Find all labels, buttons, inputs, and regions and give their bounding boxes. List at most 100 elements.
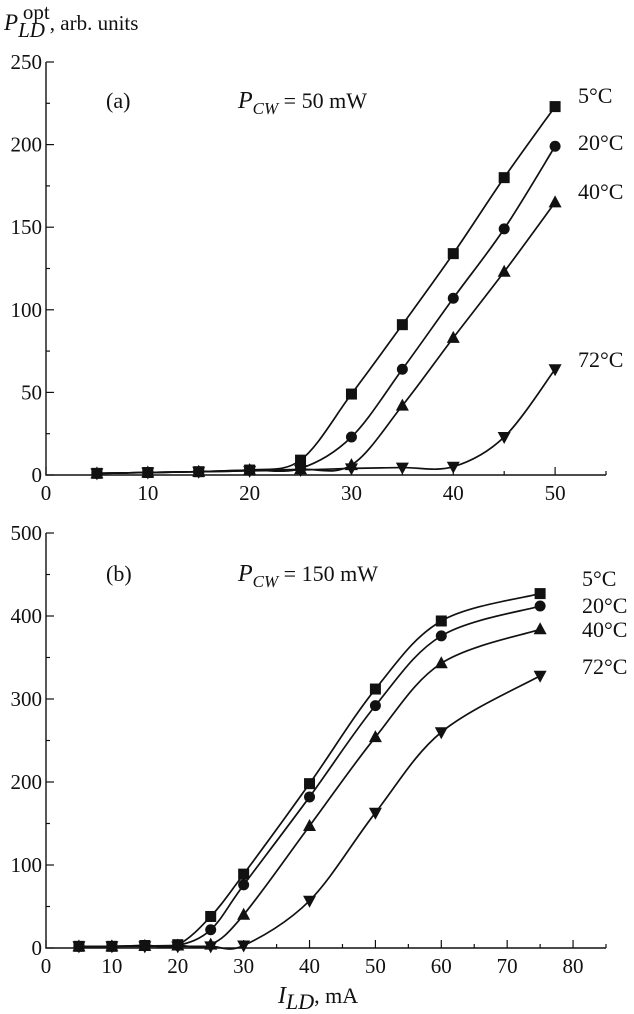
panel-b-label: (b) — [106, 561, 132, 586]
panel-b-data-point — [105, 941, 119, 954]
panel-a-series-2: 40°C — [90, 179, 623, 479]
panel-b-series-0: 5°C — [73, 566, 616, 952]
panel-b-data-point — [205, 910, 217, 922]
panel-b-data-point — [138, 941, 152, 954]
panel-a-data-point — [498, 172, 510, 184]
panel-a-label: (a) — [106, 88, 130, 113]
panel-b-data-point — [534, 600, 546, 612]
y-axis-label-sup: opt — [23, 0, 50, 24]
panel-a-data-point — [497, 264, 511, 277]
panel-a-annotation: PCW = 50 mW — [237, 88, 367, 118]
panel-b-data-point — [435, 630, 447, 642]
panel-a-data-point — [447, 248, 459, 260]
panel-a-data-point — [549, 101, 561, 113]
panel-a-axes — [45, 62, 606, 476]
panel-b-x-tick-label: 30 — [233, 954, 254, 978]
panel-a-x-tick-label: 10 — [137, 481, 158, 505]
panel-b-data-point — [304, 778, 316, 790]
panel-a-y-tick-label: 200 — [11, 133, 43, 157]
panel-b-data-point — [368, 730, 382, 743]
panel-a-data-point — [395, 462, 409, 475]
x-axis-label-rest: , mA — [314, 983, 358, 1008]
panel-a-data-point — [497, 432, 511, 445]
panel-b-y-tick-label: 200 — [11, 770, 43, 794]
panel-a-data-point — [396, 363, 408, 375]
panel-a-y-tick-label: 50 — [21, 380, 42, 404]
panel-b-data-point — [303, 818, 317, 831]
panel-b-series-label: 20°C — [582, 593, 627, 618]
panel-a-data-point — [192, 466, 206, 479]
panel-b-y-tick-label: 0 — [32, 936, 43, 960]
panel-a-series-line — [96, 145, 556, 475]
panel-a-x-tick-label: 40 — [443, 481, 464, 505]
panel-a-series-1: 20°C — [91, 130, 623, 479]
panel-b-series-1: 20°C — [73, 593, 627, 952]
panel-b-series-line — [78, 605, 541, 948]
panel-b-data-point — [434, 656, 448, 669]
panel-a-data-point — [395, 398, 409, 411]
panel-b-series-2: 40°C — [72, 617, 627, 952]
panel-b-data-point — [204, 941, 218, 954]
panel-b-data-point — [368, 807, 382, 820]
panel-a-series-label: 40°C — [578, 179, 623, 204]
panel-b-series-label: 40°C — [582, 617, 627, 642]
panel-b-series-line — [78, 592, 541, 948]
panel-a-series-label: 5°C — [578, 83, 612, 108]
panel-a-y-tick-label: 250 — [11, 50, 43, 74]
panel-a-data-point — [345, 388, 357, 400]
panel-a-data-point — [294, 465, 308, 478]
panel-a-data-point — [344, 463, 358, 476]
panel-b-data-point — [303, 895, 317, 908]
panel-b-y-tick-label: 500 — [11, 521, 43, 545]
panel-a-series-0: 5°C — [91, 83, 612, 479]
panel-b-x-tick-label: 80 — [563, 954, 584, 978]
panel-a-x-tick-label: 30 — [341, 481, 362, 505]
panel-a-data-point — [548, 364, 562, 377]
panel-a-data-point — [90, 468, 104, 481]
panel-a-x-tick-label: 0 — [41, 481, 52, 505]
panel-a-data-point — [446, 330, 460, 343]
panel-b-data-point — [533, 622, 547, 635]
panel-b-x-tick-label: 70 — [497, 954, 518, 978]
panel-b-y-tick-label: 400 — [11, 604, 43, 628]
panel-b-series-line — [78, 675, 541, 950]
panel-b-annotation: PCW = 150 mW — [237, 561, 378, 591]
panel-b-series-3: 72°C — [72, 654, 627, 954]
panel-b-data-point — [237, 940, 251, 953]
panel-b-data-point — [205, 924, 217, 936]
panel-b-data-point — [435, 615, 447, 627]
panel-a-data-point — [498, 223, 510, 235]
panel-a-series-label: 20°C — [578, 130, 623, 155]
panel-b-data-point — [237, 907, 251, 920]
panel-a-series-label: 72°C — [578, 347, 623, 372]
panel-a-series-line — [96, 201, 556, 475]
panel-b-data-point — [533, 670, 547, 683]
x-axis-label-main: I — [277, 983, 287, 1009]
panel-a-data-point — [396, 319, 408, 331]
y-axis-label-main: P — [3, 10, 18, 35]
panel-a-y-tick-label: 0 — [32, 463, 43, 487]
panel-a-data-point — [345, 431, 357, 443]
panel-b-data-point — [171, 941, 185, 954]
panel-b-data-point — [238, 879, 250, 891]
panel-b-x-tick-label: 0 — [41, 954, 52, 978]
y-axis-label-rest: , arb. units — [50, 11, 139, 35]
y-axis-label-sub: LD — [17, 18, 45, 42]
panel-a-series-line — [96, 106, 556, 475]
panel-a-data-point — [549, 140, 561, 152]
panel-a-data-point — [446, 461, 460, 474]
panel-a-series-3: 72°C — [90, 347, 623, 481]
panel-b-data-point — [434, 727, 448, 740]
panel-b-data-point — [369, 700, 381, 712]
panel-b-x-tick-label: 60 — [431, 954, 452, 978]
panel-b-x-tick-label: 10 — [101, 954, 122, 978]
panel-b-y-tick-label: 100 — [11, 853, 43, 877]
panel-b-x-tick-label: 50 — [365, 954, 386, 978]
panel-b-data-point — [304, 791, 316, 803]
panel-a-x-tick-label: 20 — [239, 481, 260, 505]
panel-b: 0 100 200 300 400 500 0 10 20 30 40 50 60 70 80 (b) PCW … — [11, 521, 628, 978]
panel-b-x-tick-label: 20 — [167, 954, 188, 978]
panel-a: 0 50 100 150 200 250 0 10 20 30 40 50 (a) PCW = 50 mW… — [11, 50, 624, 505]
panel-b-axes — [45, 533, 606, 949]
